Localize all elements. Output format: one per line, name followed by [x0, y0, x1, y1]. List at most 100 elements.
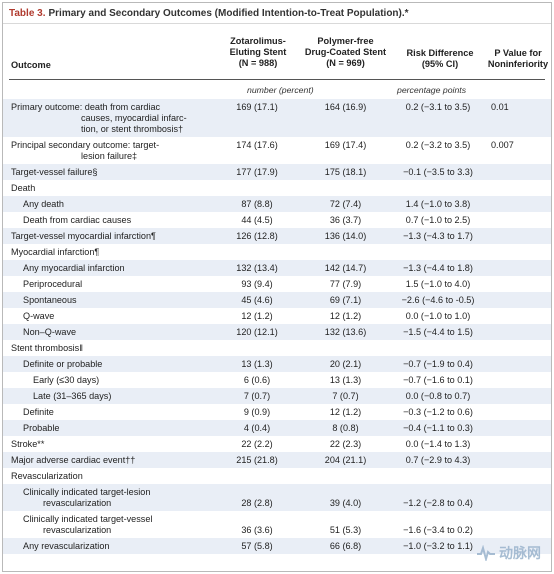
- cell-c4: 0.007: [491, 139, 514, 150]
- cell-c1: 4 (0.4): [243, 422, 271, 433]
- row-label-line: Clinically indicated target-vessel: [23, 513, 153, 524]
- row-label-line: Primary outcome: death from cardiac: [11, 101, 161, 112]
- watermark-text: 动脉网: [499, 545, 541, 561]
- table-row: Myocardial infarction¶: [3, 244, 551, 260]
- table-row: Clinically indicated target-lesion revasc…: [3, 484, 551, 511]
- cell-c3: −0.7 (−1.9 to 0.4): [403, 358, 473, 369]
- row-label-line: Death: [11, 182, 36, 193]
- table-row: Early (≤30 days) 6 (0.6) 13 (1.3) −0.7 (−1.…: [3, 372, 551, 388]
- row-label: Non–Q-wave: [23, 327, 76, 338]
- cell-c3: −0.4 (−1.1 to 0.3): [403, 422, 473, 433]
- row-label: Stent thrombosis‖: [11, 343, 83, 354]
- row-label-line: tion, or stent thrombosis†: [81, 123, 184, 134]
- row-label-line: Spontaneous: [23, 294, 77, 305]
- cell-c1: 13 (1.3): [241, 358, 273, 369]
- cell-c3: −1.6 (−3.4 to 0.2): [403, 524, 473, 535]
- header-p-value: P Value for Noninferiority: [487, 48, 549, 70]
- cell-c2: 132 (13.6): [324, 326, 367, 337]
- row-label-line: Stent thrombosis‖: [11, 342, 83, 353]
- row-label: Myocardial infarction¶: [11, 247, 99, 258]
- row-label: Periprocedural: [23, 279, 82, 290]
- header-risk-line1: Risk Difference: [406, 48, 474, 58]
- row-label-line: revascularization: [43, 497, 112, 508]
- row-label: Revascularization: [11, 471, 83, 482]
- row-label-line: Stroke**: [11, 438, 45, 449]
- table-row: Target-vessel myocardial infarction¶ 126 …: [3, 228, 551, 244]
- row-label: Target-vessel failure§: [11, 167, 97, 178]
- cell-c1: 7 (0.7): [243, 390, 271, 401]
- table-title: Table 3. Primary and Secondary Outcomes …: [3, 3, 551, 24]
- cell-c3: 0.0 (−1.4 to 1.3): [405, 438, 471, 449]
- cell-c2: 77 (7.9): [329, 278, 362, 289]
- cell-c3: −0.7 (−1.6 to 0.1): [403, 374, 473, 385]
- row-label: Death from cardiac causes: [23, 215, 131, 226]
- cell-c2: 72 (7.4): [329, 198, 362, 209]
- cell-c1: 44 (4.5): [241, 214, 273, 225]
- cell-c1: 177 (17.9): [236, 166, 278, 177]
- header-zotarolimus: Zotarolimus- Eluting Stent (N = 988): [213, 36, 303, 69]
- table-row: Periprocedural 93 (9.4) 77 (7.9) 1.5 (−1.0 …: [3, 276, 551, 292]
- row-label: Clinically indicated target-lesion revasc…: [23, 487, 150, 509]
- cell-c1: 22 (2.2): [241, 438, 273, 449]
- units-counts: number (percent): [247, 85, 314, 95]
- row-label: Early (≤30 days): [33, 375, 99, 386]
- cell-c3: 0.7 (−2.9 to 4.3): [405, 454, 471, 465]
- header-polymer-line1: Polymer-free: [317, 36, 374, 46]
- cell-c2: 175 (18.1): [324, 166, 367, 177]
- cell-c3: −1.2 (−2.8 to 0.4): [403, 497, 473, 508]
- cell-c1: 93 (9.4): [241, 278, 273, 289]
- row-label: Probable: [23, 423, 59, 434]
- cell-c1: 120 (12.1): [236, 326, 278, 337]
- header-polymer-line2: Drug-Coated Stent: [304, 47, 387, 57]
- watermark-logo-icon: [477, 545, 495, 561]
- row-label: Primary outcome: death from cardiac cause…: [11, 102, 187, 135]
- cell-c2: 7 (0.7): [332, 390, 359, 401]
- cell-c1: 169 (17.1): [236, 101, 278, 112]
- row-label-line: Target-vessel myocardial infarction¶: [11, 230, 156, 241]
- table-row: Non–Q-wave 120 (12.1) 132 (13.6) −1.5 (−4.4…: [3, 324, 551, 340]
- table-row: Primary outcome: death from cardiac cause…: [3, 99, 551, 137]
- header-p-line2: Noninferiority: [487, 59, 549, 69]
- cell-c3: −0.3 (−1.2 to 0.6): [403, 406, 473, 417]
- row-label-line: Any revascularization: [23, 540, 110, 551]
- row-label: Q-wave: [23, 311, 54, 322]
- header-p-line1: P Value for: [494, 48, 542, 58]
- row-label-line: Any myocardial infarction: [23, 262, 125, 273]
- row-label-line: Early (≤30 days): [33, 374, 100, 385]
- table-body: Primary outcome: death from cardiac cause…: [3, 99, 551, 554]
- table-number: Table 3.: [9, 7, 46, 19]
- cell-c3: 0.7 (−1.0 to 2.5): [405, 214, 471, 225]
- cell-c3: 0.0 (−0.8 to 0.7): [405, 390, 471, 401]
- cell-c1: 12 (1.2): [241, 310, 273, 321]
- cell-c3: −1.3 (−4.3 to 1.7): [403, 230, 473, 241]
- cell-c2: 204 (21.1): [324, 454, 367, 465]
- row-label-line: Revascularization: [11, 470, 83, 481]
- table-row: Any death 87 (8.8) 72 (7.4) 1.4 (−1.0 to 3.…: [3, 196, 551, 212]
- row-label-line: causes, myocardial infarc-: [81, 112, 187, 123]
- cell-c3: −1.5 (−4.4 to 1.5): [403, 326, 473, 337]
- cell-c2: 136 (14.0): [324, 230, 367, 241]
- row-label: Any myocardial infarction: [23, 263, 125, 274]
- table-row: Death: [3, 180, 551, 196]
- table-row: Spontaneous 45 (4.6) 69 (7.1) −2.6 (−4.6 to…: [3, 292, 551, 308]
- cell-c2: 12 (1.2): [329, 310, 362, 321]
- row-label-line: lesion failure‡: [81, 150, 138, 161]
- row-label-line: Major adverse cardiac event††: [11, 454, 136, 465]
- row-label-line: Principal secondary outcome: target-: [11, 139, 160, 150]
- table-row: Probable 4 (0.4) 8 (0.8) −0.4 (−1.1 to 0.3): [3, 420, 551, 436]
- table-row: Definite or probable 13 (1.3) 20 (2.1) −0.7…: [3, 356, 551, 372]
- cell-c2: 20 (2.1): [329, 358, 362, 369]
- cell-c2: 12 (1.2): [329, 406, 362, 417]
- row-label: Major adverse cardiac event††: [11, 455, 135, 466]
- cell-c1: 126 (12.8): [236, 230, 278, 241]
- cell-c3: 1.4 (−1.0 to 3.8): [405, 198, 471, 209]
- cell-c2: 36 (3.7): [329, 214, 362, 225]
- cell-c2: 69 (7.1): [329, 294, 362, 305]
- cell-c3: 1.5 (−1.0 to 4.0): [405, 278, 471, 289]
- cell-c3: 0.2 (−3.2 to 3.5): [405, 139, 471, 150]
- cell-c3: −1.3 (−4.4 to 1.8): [403, 262, 473, 273]
- cell-c2: 66 (6.8): [329, 540, 362, 551]
- table-row: Clinically indicated target-vessel revasc…: [3, 511, 551, 538]
- row-label-line: Late (31–365 days): [33, 390, 112, 401]
